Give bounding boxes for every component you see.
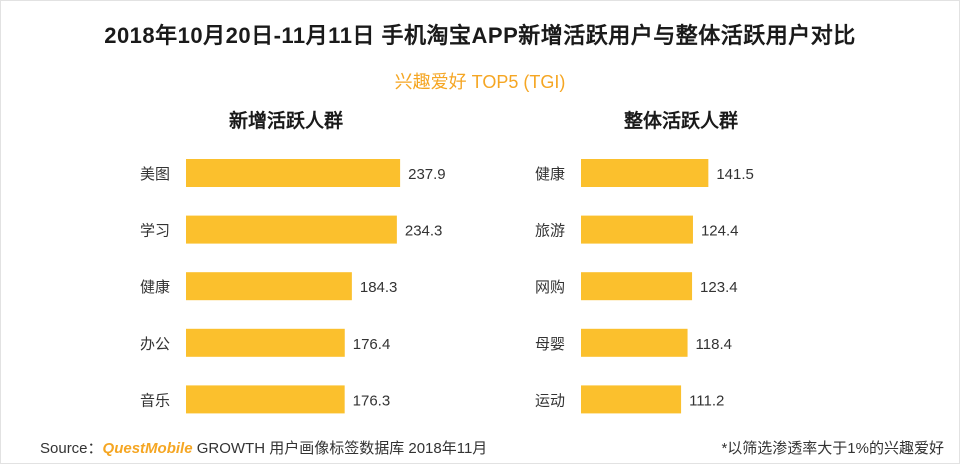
category-label: 旅游 xyxy=(535,222,565,240)
right-panel-title: 整体活跃人群 xyxy=(623,111,738,132)
value-label: 118.4 xyxy=(696,336,732,353)
value-label: 176.4 xyxy=(353,336,391,353)
value-label: 123.4 xyxy=(700,279,738,296)
bar xyxy=(186,385,345,414)
right-bar-chart: 健康 141.5 旅游 124.4 网购 123.4 母婴 118.4 运动 111.2 xyxy=(535,159,754,414)
chart-title: 2018年10月20日-11月11日 手机淘宝APP新增活跃用户与整体活跃用户对… xyxy=(104,23,856,48)
value-label: 184.3 xyxy=(360,279,398,296)
value-label: 141.5 xyxy=(716,166,754,183)
source-suffix: GROWTH 用户画像标签数据库 2018年11月 xyxy=(192,440,488,457)
chart-subtitle: 兴趣爱好 TOP5 (TGI) xyxy=(394,72,566,92)
bar xyxy=(186,328,345,357)
bar xyxy=(581,385,682,414)
category-label: 办公 xyxy=(140,335,170,353)
footnote: *以筛选渗透率大于1%的兴趣爱好 xyxy=(721,440,944,457)
category-label: 健康 xyxy=(140,278,170,296)
value-label: 111.2 xyxy=(689,392,724,409)
bar xyxy=(581,328,688,357)
category-label: 美图 xyxy=(140,165,170,183)
bar xyxy=(581,272,693,301)
source-prefix: Source： xyxy=(40,440,103,457)
bar xyxy=(581,159,709,187)
left-bar-chart: 美图 237.9 学习 234.3 健康 184.3 办公 176.4 音乐 176.3 xyxy=(140,159,446,414)
category-label: 网购 xyxy=(535,278,565,296)
category-label: 学习 xyxy=(140,222,170,240)
source-brand: QuestMobile xyxy=(102,440,193,457)
value-label: 237.9 xyxy=(408,166,446,183)
source-note: Source：QuestMobile GROWTH 用户画像标签数据库 2018… xyxy=(40,437,487,458)
bar xyxy=(186,159,401,187)
value-label: 234.3 xyxy=(405,223,443,240)
bar xyxy=(581,215,693,244)
left-panel-title: 新增活跃人群 xyxy=(228,111,343,132)
category-label: 母婴 xyxy=(535,335,565,353)
category-label: 健康 xyxy=(535,165,565,183)
value-label: 124.4 xyxy=(701,223,739,240)
category-label: 音乐 xyxy=(140,391,170,409)
bar xyxy=(186,272,352,301)
category-label: 运动 xyxy=(535,391,565,409)
value-label: 176.3 xyxy=(353,392,391,409)
bar xyxy=(186,215,397,244)
